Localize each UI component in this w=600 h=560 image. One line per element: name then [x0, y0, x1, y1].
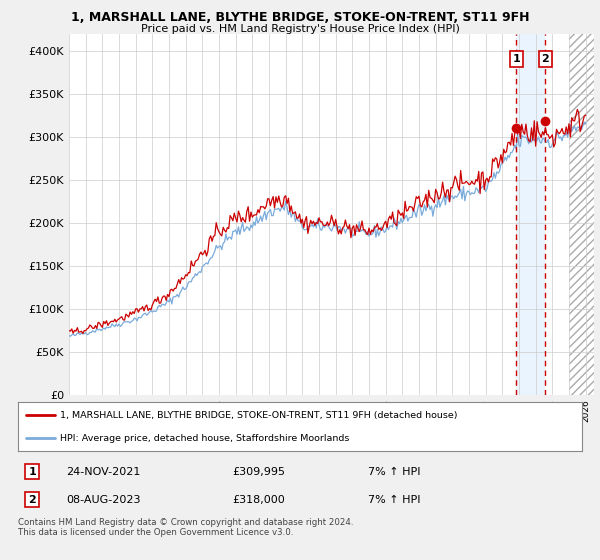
- Text: 24-NOV-2021: 24-NOV-2021: [66, 466, 140, 477]
- Text: Contains HM Land Registry data © Crown copyright and database right 2024.
This d: Contains HM Land Registry data © Crown c…: [18, 518, 353, 538]
- Text: 7% ↑ HPI: 7% ↑ HPI: [368, 494, 420, 505]
- Text: HPI: Average price, detached house, Staffordshire Moorlands: HPI: Average price, detached house, Staf…: [60, 434, 350, 443]
- Text: 08-AUG-2023: 08-AUG-2023: [66, 494, 140, 505]
- Bar: [569, 34, 594, 395]
- Text: 2: 2: [28, 494, 36, 505]
- Text: 1, MARSHALL LANE, BLYTHE BRIDGE, STOKE-ON-TRENT, ST11 9FH (detached house): 1, MARSHALL LANE, BLYTHE BRIDGE, STOKE-O…: [60, 411, 458, 420]
- Text: £309,995: £309,995: [232, 466, 286, 477]
- Bar: [516, 34, 545, 395]
- Text: 7% ↑ HPI: 7% ↑ HPI: [368, 466, 420, 477]
- Text: 1: 1: [512, 54, 520, 64]
- Text: 1, MARSHALL LANE, BLYTHE BRIDGE, STOKE-ON-TRENT, ST11 9FH: 1, MARSHALL LANE, BLYTHE BRIDGE, STOKE-O…: [71, 11, 529, 24]
- Text: £318,000: £318,000: [232, 494, 285, 505]
- Text: 1: 1: [28, 466, 36, 477]
- Text: 2: 2: [542, 54, 549, 64]
- Bar: [569, 34, 594, 395]
- Text: Price paid vs. HM Land Registry's House Price Index (HPI): Price paid vs. HM Land Registry's House …: [140, 24, 460, 34]
